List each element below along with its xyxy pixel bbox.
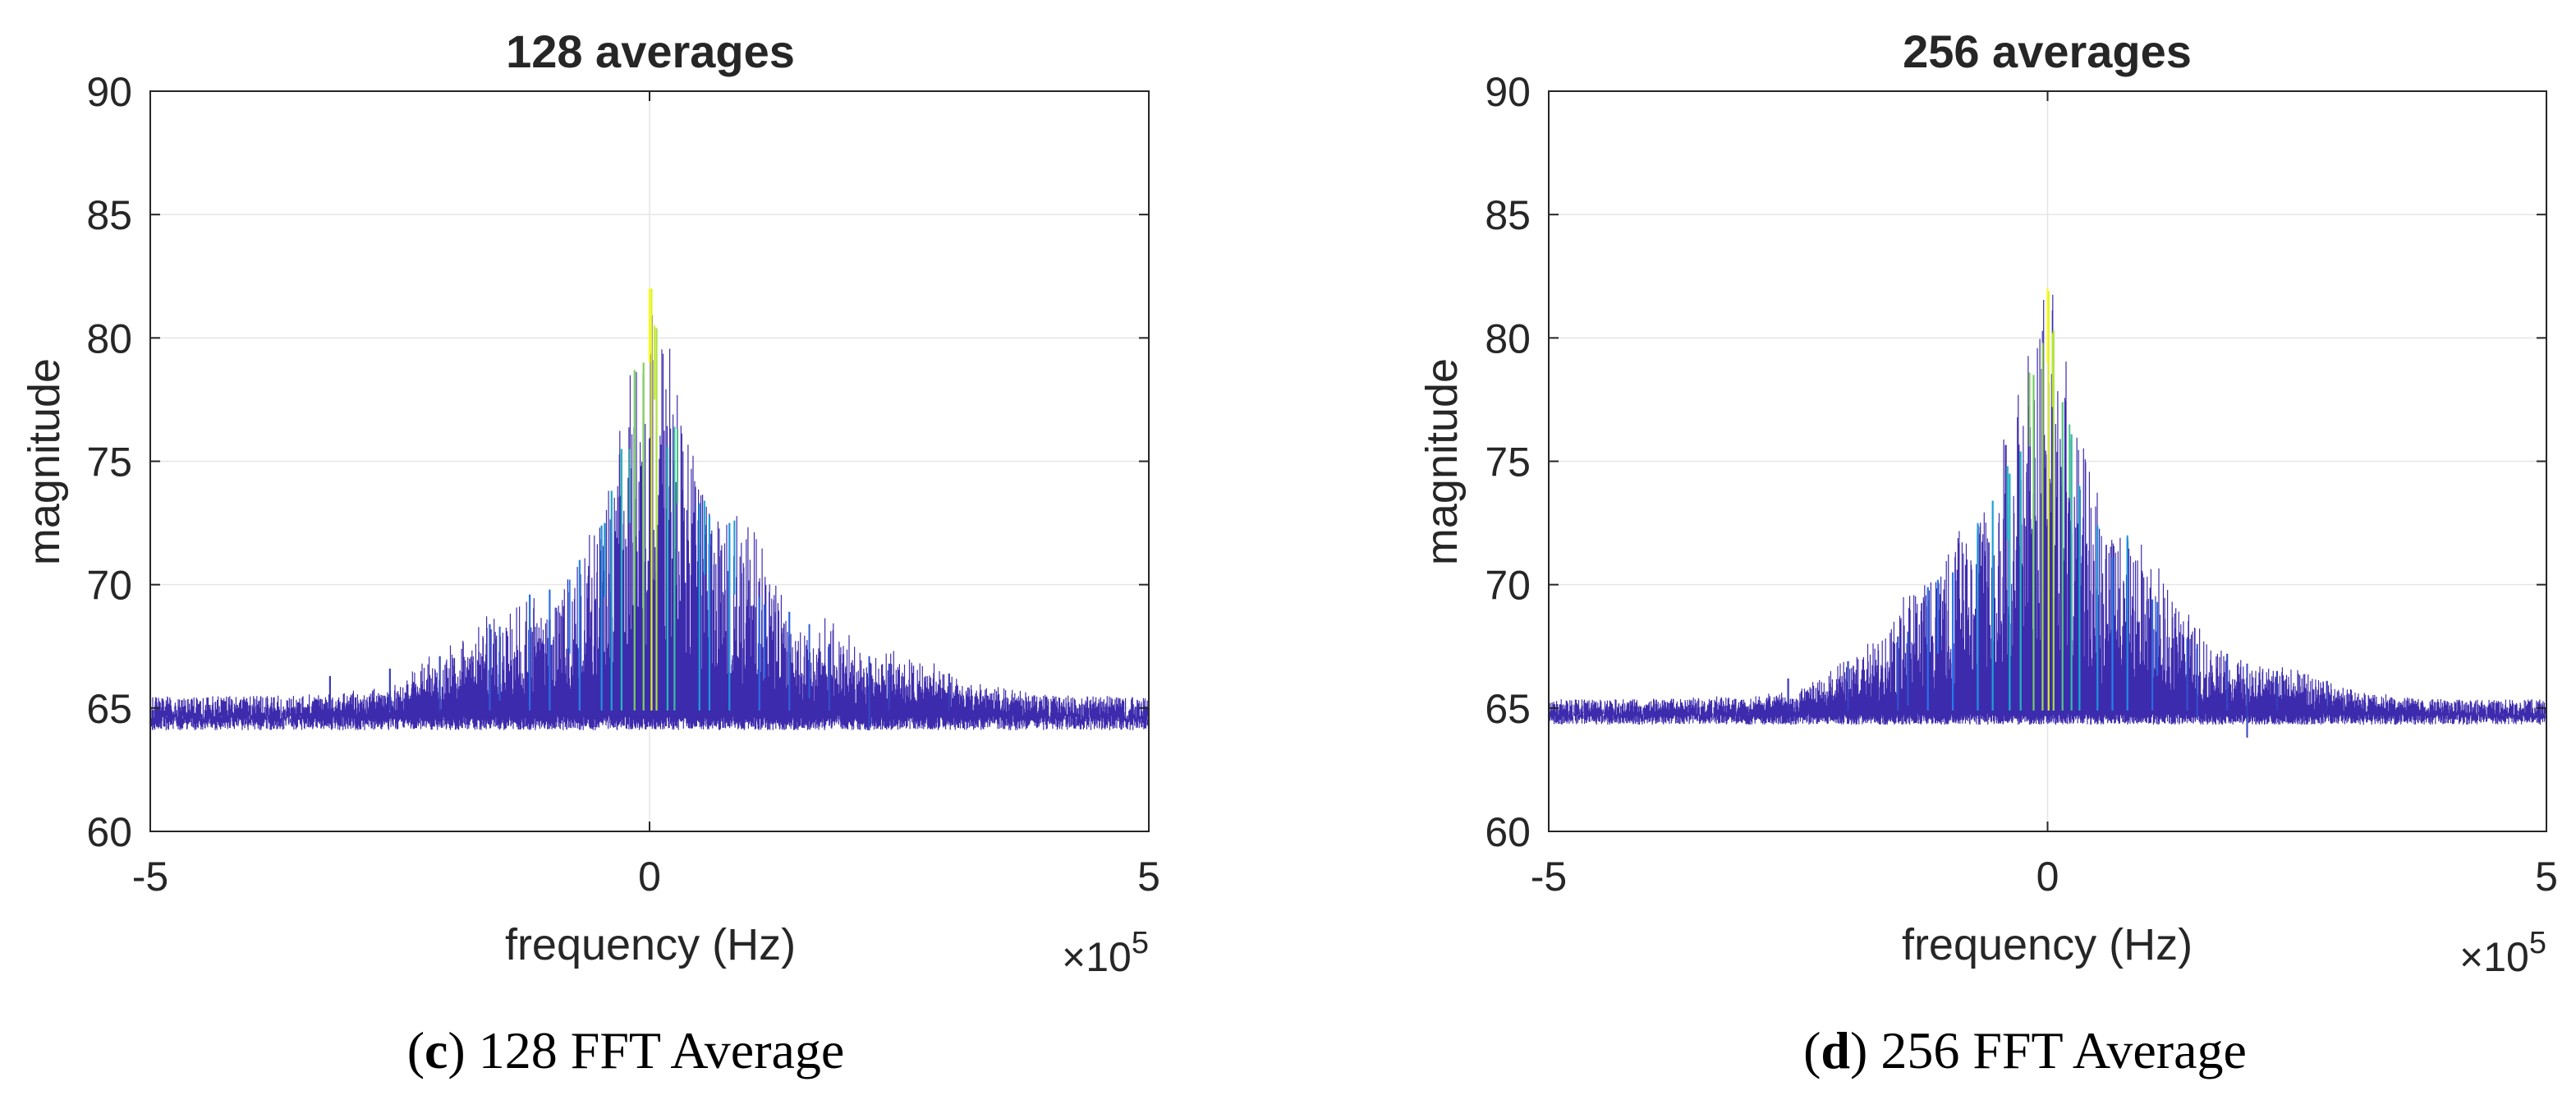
- y-tick-label: 65: [1485, 686, 1531, 732]
- y-tick-label: 85: [1485, 192, 1531, 238]
- x-axis-multiplier-base: ×10: [1062, 934, 1132, 980]
- x-tick-label: 5: [1137, 854, 1160, 900]
- x-tick-label: -5: [132, 854, 168, 900]
- figure-caption: (c) 128 FFT Average: [407, 1021, 845, 1079]
- chart-panel-c: 128 averages 60 65 70 75 80 85 90 -5 0 5 frequen…: [20, 25, 1160, 1079]
- x-tick-label: -5: [1531, 854, 1567, 900]
- y-tick-label: 80: [1485, 315, 1531, 361]
- y-tick-label: 75: [1485, 440, 1531, 486]
- y-axis-ticks: 60 65 70 75 80 85 90: [86, 69, 1149, 855]
- y-axis-label: magnitude: [1417, 358, 1467, 565]
- caption-panel-letter: c: [425, 1021, 448, 1079]
- x-axis-multiplier-exponent: 5: [2529, 926, 2546, 960]
- y-tick-label: 80: [86, 315, 132, 361]
- chart-panel-d: 256 averages 60 65 70 75 80 85 90 -5 0 5 frequen…: [1417, 25, 2558, 1079]
- chart-title: 128 averages: [506, 25, 795, 77]
- y-tick-label: 70: [86, 563, 132, 609]
- figure-caption: (d) 256 FFT Average: [1803, 1021, 2247, 1079]
- x-axis-label: frequency (Hz): [505, 920, 796, 969]
- x-axis-ticks: -5 0 5: [132, 91, 1160, 900]
- x-tick-label: 0: [2036, 854, 2059, 900]
- y-axis-ticks: 60 65 70 75 80 85 90: [1485, 69, 2546, 855]
- y-tick-label: 70: [1485, 563, 1531, 609]
- y-tick-label: 90: [86, 69, 132, 115]
- caption-text: 128 FFT Average: [479, 1021, 845, 1079]
- x-tick-label: 5: [2535, 854, 2558, 900]
- x-axis-ticks: -5 0 5: [1531, 91, 2558, 900]
- plot-area: [1548, 288, 2547, 738]
- caption-text: 256 FFT Average: [1880, 1021, 2247, 1079]
- y-tick-label: 75: [86, 440, 132, 486]
- x-axis-label: frequency (Hz): [1902, 920, 2193, 969]
- x-axis-multiplier-exponent: 5: [1132, 926, 1149, 960]
- y-tick-label: 85: [86, 192, 132, 238]
- x-axis-multiplier: ×105: [1062, 926, 1149, 980]
- x-tick-label: 0: [638, 854, 661, 900]
- plot-area: [149, 288, 1150, 730]
- y-tick-label: 90: [1485, 69, 1531, 115]
- y-tick-label: 65: [86, 686, 132, 732]
- chart-title: 256 averages: [1903, 25, 2192, 77]
- y-tick-label: 60: [1485, 809, 1531, 855]
- y-axis-label: magnitude: [20, 358, 69, 565]
- x-axis-multiplier: ×105: [2459, 926, 2546, 980]
- caption-panel-letter: d: [1821, 1021, 1850, 1079]
- x-axis-multiplier-base: ×10: [2459, 934, 2529, 980]
- y-tick-label: 60: [86, 809, 132, 855]
